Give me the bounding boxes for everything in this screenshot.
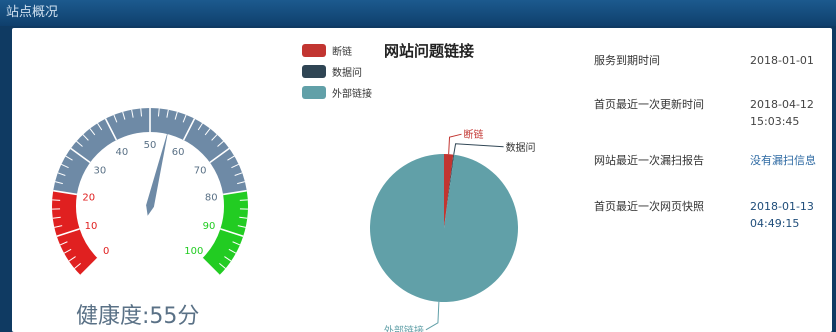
gauge-tick-label: 80: [205, 192, 218, 203]
gauge-minor-tick: [157, 108, 160, 117]
gauge-major-tick: [182, 118, 196, 141]
gauge-minor-tick: [204, 128, 211, 136]
gauge-major-tick: [53, 189, 78, 196]
gauge-minor-tick: [52, 216, 61, 219]
gauge-minor-tick: [122, 111, 126, 120]
gauge-major-tick: [220, 228, 244, 238]
info-label: 网站最近一次漏扫报告: [594, 154, 704, 167]
window-title: 站点概况: [6, 5, 59, 20]
gauge-minor-tick: [227, 155, 235, 161]
gauge-major-tick: [70, 147, 91, 164]
gauge-band-segment: [52, 190, 98, 276]
gauge-minor-tick: [74, 262, 81, 269]
gauge-minor-tick: [239, 199, 248, 201]
pie-leader-line: [425, 301, 440, 331]
gauge-tick-label: 40: [115, 147, 128, 158]
info-label: 首页最近一次网页快照: [594, 200, 704, 213]
gauge-minor-tick: [89, 128, 96, 136]
gauge-minor-tick: [65, 155, 73, 161]
gauge-minor-tick: [82, 134, 89, 141]
gauge-minor-tick: [237, 225, 246, 228]
gauge-major-tick: [104, 118, 118, 141]
gauge-needle: [146, 128, 169, 216]
gauge-minor-tick: [211, 134, 218, 141]
legend-swatch: [302, 44, 326, 57]
gauge-major-tick: [56, 228, 80, 238]
gauge-minor-tick: [174, 111, 178, 120]
pie-slice-label: 断链: [464, 128, 484, 141]
gauge-tick-label: 90: [203, 221, 216, 232]
gauge-minor-tick: [61, 163, 69, 169]
pie-slice-label: 外部链接: [384, 324, 424, 332]
pie-chart-title: 网站问题链接: [384, 42, 475, 60]
gauge-minor-tick: [217, 140, 224, 147]
health-gauge: 0 10 20 30 40 50 60 70 80 90 100: [52, 107, 248, 276]
gauge-minor-tick: [68, 256, 76, 262]
gauge-minor-tick: [113, 114, 118, 123]
gauge-minor-tick: [239, 216, 248, 219]
gauge-minor-tick: [228, 248, 237, 254]
gauge-major-tick: [222, 189, 247, 196]
gauge-band-segment: [202, 190, 248, 276]
gauge-tick-label: 10: [85, 221, 98, 232]
pie-legend: 断链 数据问 外部链接: [302, 40, 372, 103]
pie-slice[interactable]: [444, 154, 454, 228]
info-value: 2018-01-01: [750, 54, 814, 67]
legend-label: 数据问: [332, 68, 362, 79]
gauge-minor-tick: [63, 248, 72, 254]
legend-label: 外部链接: [332, 89, 372, 100]
info-label: 服务到期时间: [594, 54, 660, 67]
legend-item-data-issue[interactable]: 数据问: [302, 61, 372, 82]
gauge-minor-tick: [237, 181, 246, 185]
legend-item-external-link[interactable]: 外部链接: [302, 82, 372, 103]
info-label: 首页最近一次更新时间: [594, 98, 704, 111]
gauge-tick-label: 100: [184, 246, 203, 257]
gauge-minor-tick: [76, 140, 83, 147]
gauge-tick-label: 30: [93, 166, 106, 177]
gauge-minor-tick: [131, 109, 134, 118]
gauge-minor-tick: [231, 163, 239, 169]
window-title-bar: 站点概况: [0, 0, 836, 26]
gauge-tick-label: 60: [172, 147, 185, 158]
gauge-tick-label: 50: [144, 140, 157, 151]
content-panel: 0 10 20 30 40 50 60 70 80 90 100 健康度:55分 断链 数据问 外部…: [12, 28, 832, 332]
gauge-tick-label: 70: [194, 166, 207, 177]
gauge-minor-tick: [219, 262, 226, 269]
gauge-minor-tick: [52, 199, 61, 201]
gauge-minor-tick: [197, 122, 203, 131]
health-score-label: 健康度:55分: [76, 304, 200, 329]
gauge-minor-tick: [234, 172, 243, 176]
gauge-minor-tick: [57, 172, 66, 176]
gauge-minor-tick: [182, 114, 187, 123]
pie-leader-line: [448, 133, 462, 155]
legend-swatch: [302, 86, 326, 99]
gauge-major-tick: [209, 147, 230, 164]
vuln-scan-link[interactable]: 没有漏扫信息: [750, 154, 816, 167]
gauge-tick-label: 0: [103, 246, 109, 257]
gauge-major-tick: [201, 257, 220, 276]
gauge-minor-tick: [166, 109, 169, 118]
legend-swatch: [302, 65, 326, 78]
gauge-minor-tick: [97, 122, 103, 131]
gauge-tick-label: 20: [82, 192, 95, 203]
gauge-minor-tick: [232, 241, 241, 246]
legend-label: 断链: [332, 47, 352, 58]
gauge-major-tick: [80, 257, 99, 276]
gauge-minor-tick: [54, 181, 63, 185]
info-value: 2018-04-12 15:03:45: [750, 98, 814, 128]
snapshot-link[interactable]: 2018-01-13 04:49:15: [750, 200, 814, 230]
pie-slice[interactable]: [444, 154, 455, 228]
pie-slice[interactable]: [370, 154, 518, 302]
gauge-minor-tick: [59, 241, 68, 246]
gauge-minor-tick: [54, 225, 63, 228]
gauge-minor-tick: [224, 256, 232, 262]
pie-leader-line: [453, 143, 504, 155]
pie-slice-label: 数据问: [506, 141, 536, 154]
gauge-minor-tick: [140, 108, 143, 117]
legend-item-broken-link[interactable]: 断链: [302, 40, 372, 61]
